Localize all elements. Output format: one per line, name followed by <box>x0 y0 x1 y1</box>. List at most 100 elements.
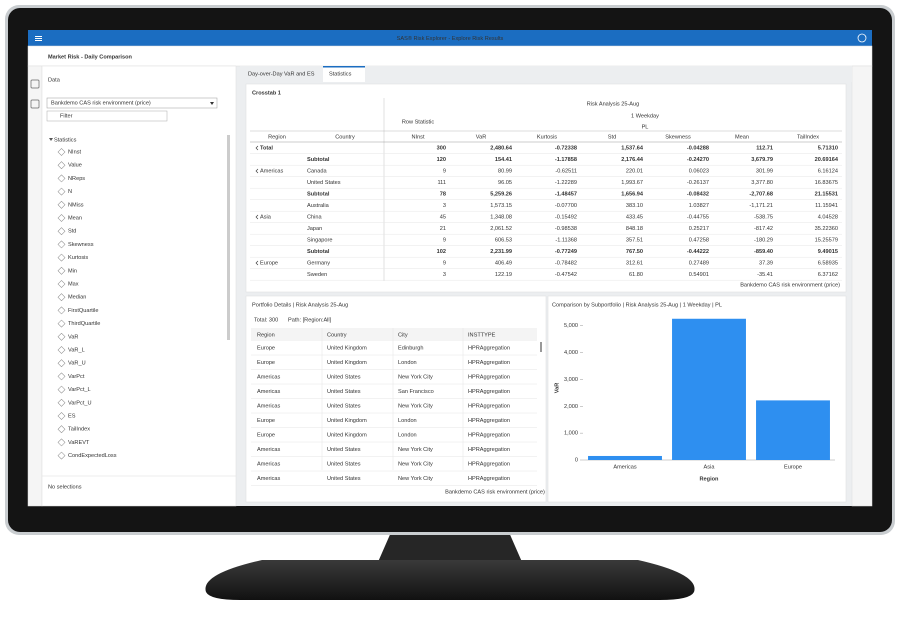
data-item[interactable]: Skewness <box>68 242 94 248</box>
cell: Edinburgh <box>398 345 424 351</box>
data-item[interactable]: TailIndex <box>68 427 90 433</box>
source-dropdown[interactable] <box>46 97 218 109</box>
tab[interactable]: Day-over-Day VaR and ES <box>248 71 315 77</box>
data-item[interactable]: NReps <box>68 176 85 182</box>
cell: -0.77249 <box>555 249 577 255</box>
cell: 111 <box>437 180 446 186</box>
data-item[interactable]: VarPct <box>68 374 85 380</box>
cell: Europe <box>257 432 275 438</box>
active-tab[interactable] <box>323 66 365 82</box>
column-header: NInst <box>411 134 425 140</box>
data-nav-icon[interactable] <box>30 79 40 89</box>
cell: 1,348.08 <box>490 214 512 220</box>
region-label[interactable]: Americas <box>260 168 284 174</box>
cell: HPRAggregation <box>468 432 510 438</box>
data-item[interactable]: Median <box>68 295 86 301</box>
collapse-icon <box>255 260 259 266</box>
data-item[interactable]: Min <box>68 268 77 274</box>
data-item[interactable]: VarPct_U <box>68 400 92 406</box>
app-title: SAS® Risk Explorer - Explore Risk Result… <box>397 35 504 42</box>
cell: Canada <box>307 168 327 174</box>
cell: New York City <box>398 476 433 482</box>
data-item[interactable]: CondExpectedLoss <box>68 453 117 459</box>
expand-icon <box>49 138 53 141</box>
item-icon <box>57 227 66 236</box>
data-item[interactable]: Mean <box>68 215 82 221</box>
cell: -0.47542 <box>555 272 577 278</box>
data-item[interactable]: VarPct_L <box>68 387 91 393</box>
bar[interactable] <box>672 318 746 460</box>
data-item[interactable]: Kurtosis <box>68 255 88 261</box>
right-nav <box>851 65 873 507</box>
cell: -0.26137 <box>687 180 709 186</box>
cell: 220.01 <box>626 168 643 174</box>
cell: -538.75 <box>754 214 773 220</box>
cell: 606.53 <box>495 237 512 243</box>
column-header: Country <box>335 134 355 140</box>
data-item[interactable]: VaR_L <box>68 347 85 353</box>
column-header: INSTTYPE <box>468 332 496 338</box>
item-icon <box>57 438 66 447</box>
tab[interactable]: Statistics <box>329 71 352 77</box>
cell: -0.44222 <box>687 249 709 255</box>
user-icon[interactable] <box>857 33 867 43</box>
data-item[interactable]: N <box>68 189 72 195</box>
item-icon <box>57 293 66 302</box>
x-tick-label: Asia <box>704 464 716 470</box>
data-item[interactable]: NInst <box>68 149 82 155</box>
filter-box[interactable] <box>46 110 168 122</box>
list-scrollbar <box>227 135 230 340</box>
data-item[interactable]: ES <box>68 413 76 419</box>
cell: China <box>307 214 323 220</box>
data-item[interactable]: ThirdQuartile <box>68 321 100 327</box>
bar[interactable] <box>588 455 662 460</box>
cell: United Kingdom <box>327 418 367 424</box>
bar[interactable] <box>756 400 830 460</box>
cell: 2,061.52 <box>490 226 512 232</box>
cell: -817.42 <box>754 226 773 232</box>
column-header: City <box>398 332 408 338</box>
cell: United States <box>327 461 361 467</box>
cell: Americas <box>257 447 281 453</box>
filter-placeholder: Filter <box>60 113 73 119</box>
data-item[interactable]: VaR_U <box>68 361 86 367</box>
chart-nav-icon[interactable] <box>30 99 40 109</box>
data-item[interactable]: VaREVT <box>68 440 90 446</box>
data-item[interactable]: Std <box>68 229 76 235</box>
menu-icon[interactable] <box>35 36 42 41</box>
item-icon <box>57 306 66 315</box>
column-header: Region <box>268 134 286 140</box>
cell: 9.49015 <box>818 249 838 255</box>
cell: 112.71 <box>756 145 773 151</box>
data-item[interactable]: FirstQuartile <box>68 308 98 314</box>
data-item[interactable]: NMiss <box>68 202 84 208</box>
column-group-header: Risk Analysis 25-Aug <box>587 101 640 107</box>
cell: New York City <box>398 461 433 467</box>
cell: -1.22289 <box>555 180 577 186</box>
data-item[interactable]: VaR <box>68 334 78 340</box>
panel-title: Portfolio Details | Risk Analysis 25-Aug <box>252 302 348 308</box>
panel-footer: Bankdemo CAS risk environment (price) <box>445 489 545 495</box>
region-label[interactable]: Europe <box>260 260 278 266</box>
table-scrollbar <box>540 342 542 352</box>
data-item[interactable]: Max <box>68 281 79 287</box>
cell: 301.99 <box>756 168 773 174</box>
cell: United States <box>327 476 361 482</box>
item-icon <box>57 161 66 170</box>
cell: Germany <box>307 260 330 266</box>
cell: 37.39 <box>759 260 773 266</box>
cell: HPRAggregation <box>468 374 510 380</box>
cell: HPRAggregation <box>468 447 510 453</box>
cell: 78 <box>440 191 446 197</box>
group-label: Statistics <box>54 137 77 143</box>
region-label[interactable]: Asia <box>260 214 272 220</box>
region-label[interactable]: Total <box>260 145 273 151</box>
x-tick-label: Americas <box>613 464 637 470</box>
cell: United States <box>327 389 361 395</box>
data-item[interactable]: Value <box>68 163 82 169</box>
y-tick-label: 0 <box>575 457 578 463</box>
cell: Subtotal <box>307 191 330 197</box>
column-header: Region <box>257 332 275 338</box>
cell: 1,993.67 <box>621 180 643 186</box>
